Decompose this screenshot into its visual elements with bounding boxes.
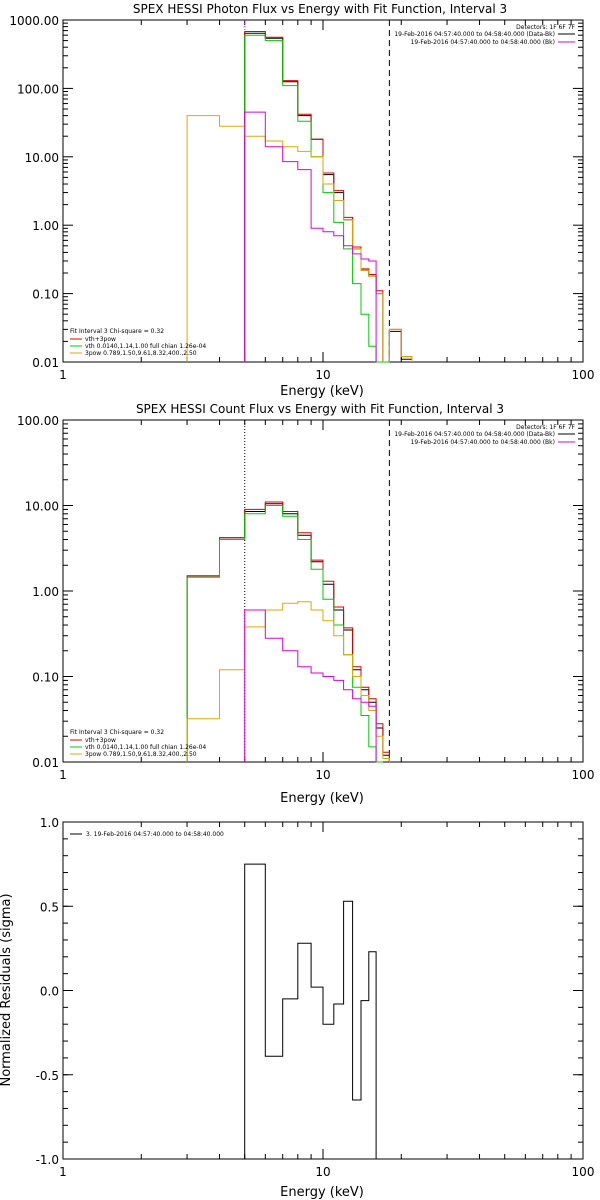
- chart1-series-3-line: [186, 115, 413, 362]
- chart2-detectors-text: Detectors: 1F 6F 7F: [516, 424, 575, 431]
- chart2-series-4-line: [244, 609, 377, 762]
- chart2-legend-vth3pow: vth+3pow: [85, 737, 116, 744]
- chart2-title: SPEX HESSI Count Flux vs Energy with Fit…: [136, 402, 504, 416]
- chart1-xtick-label: 1: [59, 368, 67, 382]
- chart3-xlabel: Energy (keV): [280, 1185, 364, 1200]
- chart2-series-0-line: [186, 503, 390, 762]
- chart2-ytick-label: 0.10: [32, 671, 59, 685]
- chart3-ylabel: Normalized Residuals (sigma): [0, 893, 14, 1086]
- chart1-bk-interval-text: 19-Feb-2016 04:57:40.000 to 04:58:40.000…: [411, 39, 555, 46]
- chart1-xtick-label: 100: [572, 368, 595, 382]
- chart3-ytick-label: 1.0: [40, 816, 59, 830]
- chart2-ytick-label: 1.00: [32, 585, 59, 599]
- chart2-legend: Fit Interval 3 Chi-square = 0.32 vth+3po…: [70, 729, 206, 758]
- chart2-ytick-label: 100.00: [17, 414, 59, 428]
- chart2-bk-interval-text: 19-Feb-2016 04:57:40.000 to 04:58:40.000…: [411, 439, 555, 446]
- chart1-ytick-label: 1.00: [32, 219, 59, 233]
- chart2-xtick-label: 100: [572, 768, 595, 782]
- chart2-data-interval-text: 19-Feb-2016 04:57:40.000 to 04:58:40.000…: [394, 431, 555, 438]
- chart1-series-0-line: [244, 32, 413, 362]
- chart3-xtick-label: 100: [572, 1165, 595, 1179]
- chart3-ytick-label: 0.5: [40, 900, 59, 914]
- chart3-xtick-label: 1: [59, 1165, 67, 1179]
- chart3-legend-label: 3. 19-Feb-2016 04:57:40.000 to 04:58:40.…: [86, 831, 224, 838]
- chart3-series-0-line: [244, 863, 377, 1159]
- chart1-ytick-label: 100.00: [17, 82, 59, 96]
- chart2-xlabel: Energy (keV): [280, 791, 364, 806]
- chart2-xtick-label: 1: [59, 768, 67, 782]
- chart1-series-1-line: [244, 31, 413, 362]
- chart1-legend-vth: vth 0.0140,1.14,1.00 full chian 1.26e-04: [85, 343, 206, 350]
- chart2-series-2-line: [186, 505, 383, 763]
- chart1-legend-3pow: 3pow 0.789,1.50,9.61,8.32,400.,2.50: [85, 350, 197, 357]
- chart3-xtick-label: 10: [315, 1165, 330, 1179]
- chart1-xlabel: Energy (keV): [280, 384, 364, 399]
- chart1-ytick-label: 0.10: [32, 288, 59, 302]
- chart2-ytick-label: 10.00: [25, 500, 59, 514]
- chart1-ytick-label: 1000.00: [9, 14, 59, 28]
- chart1-title: SPEX HESSI Photon Flux vs Energy with Fi…: [133, 2, 507, 16]
- chart1-legend-title: Fit Interval 3 Chi-square = 0.32: [70, 328, 164, 335]
- chart2-legend-vth: vth 0.0140,1.14,1.00 full chian 1.26e-04: [85, 744, 206, 751]
- chart3-ytick-label: -0.5: [36, 1069, 59, 1083]
- chart2-ytick-label: 0.01: [32, 756, 59, 770]
- chart2-xtick-label: 10: [315, 768, 330, 782]
- chart2-legend-3pow: 3pow 0.789,1.50,9.61,8.32,400.,2.50: [85, 751, 197, 758]
- chart1-legend-vth3pow: vth+3pow: [85, 336, 116, 343]
- residuals-chart: 1 10 100 -1.0 -0.5 0.0 0.5 1.0 Energy (keV) Nor…: [0, 816, 594, 1200]
- chart2-series-3-line: [186, 601, 390, 762]
- chart1-ytick-label: 0.01: [32, 356, 59, 370]
- chart2-series-1-line: [186, 501, 390, 762]
- chart1-legend: Fit Interval 3 Chi-square = 0.32 vth+3po…: [70, 328, 206, 357]
- chart1-series-4-line: [244, 111, 377, 362]
- chart1-detectors-text: Detectors: 1F 6F 7F: [516, 24, 575, 31]
- photon-flux-chart: SPEX HESSI Photon Flux vs Energy with Fi…: [9, 2, 594, 399]
- chart1-data-interval-text: 19-Feb-2016 04:57:40.000 to 04:58:40.000…: [394, 31, 555, 38]
- chart2-legend-title: Fit Interval 3 Chi-square = 0.32: [70, 729, 164, 736]
- chart1-ytick-label: 10.00: [25, 151, 59, 165]
- chart1-xtick-label: 10: [315, 368, 330, 382]
- chart1-series-2-line: [244, 34, 390, 363]
- count-flux-chart: SPEX HESSI Count Flux vs Energy with Fit…: [17, 402, 594, 806]
- chart3-ytick-label: 0.0: [40, 985, 59, 999]
- chart3-ytick-label: -1.0: [36, 1153, 59, 1167]
